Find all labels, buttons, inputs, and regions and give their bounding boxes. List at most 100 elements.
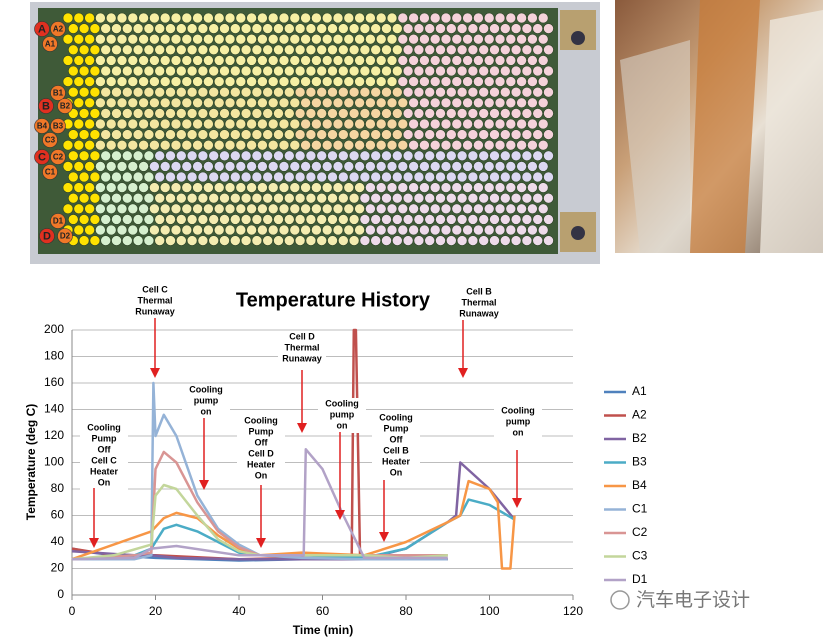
cell xyxy=(354,118,365,130)
annotation-text: pump xyxy=(330,409,355,419)
cell xyxy=(224,97,236,109)
cell xyxy=(467,86,479,98)
cell xyxy=(84,182,95,193)
cell xyxy=(456,235,468,246)
cell xyxy=(176,108,187,119)
cell xyxy=(424,235,436,246)
cell xyxy=(224,161,236,172)
cell xyxy=(516,97,527,109)
cell xyxy=(365,139,376,151)
cell xyxy=(235,182,247,193)
x-axis-label: Time (min) xyxy=(293,623,353,637)
cell xyxy=(192,33,203,45)
cell xyxy=(154,214,165,225)
cell xyxy=(397,182,409,193)
cell xyxy=(267,203,279,215)
cell xyxy=(451,182,463,193)
cell xyxy=(165,44,176,56)
cell xyxy=(138,203,149,215)
cell xyxy=(359,235,371,246)
cell xyxy=(219,171,230,183)
cell xyxy=(311,203,322,215)
cell xyxy=(203,182,214,193)
cell xyxy=(462,55,473,66)
cell xyxy=(122,235,133,246)
cell xyxy=(116,12,128,24)
cell xyxy=(348,235,360,246)
cell xyxy=(473,33,484,45)
cell xyxy=(176,235,187,246)
cell xyxy=(159,118,171,130)
cell xyxy=(327,108,338,119)
cell xyxy=(462,118,473,130)
x-tick-label: 0 xyxy=(69,604,76,618)
cell xyxy=(105,12,117,24)
cell xyxy=(273,23,284,34)
cell xyxy=(321,55,333,66)
cell xyxy=(499,23,511,34)
cell xyxy=(246,139,257,151)
cell xyxy=(348,150,360,162)
cell xyxy=(402,44,414,56)
cell xyxy=(143,108,155,119)
series-line xyxy=(71,461,516,561)
cell xyxy=(408,12,419,24)
cell xyxy=(192,139,203,151)
cell xyxy=(316,86,328,98)
cell xyxy=(424,44,436,56)
cell xyxy=(89,192,101,204)
cell xyxy=(176,129,187,140)
cell-label: A xyxy=(38,23,46,35)
cell xyxy=(111,192,122,204)
cell xyxy=(402,108,414,119)
cell xyxy=(159,224,171,236)
cell xyxy=(375,224,387,236)
cell xyxy=(251,192,263,204)
cell xyxy=(473,224,484,236)
cell xyxy=(429,33,441,45)
cell xyxy=(127,97,139,109)
cell xyxy=(365,161,376,172)
cell xyxy=(429,55,441,66)
cell xyxy=(451,224,463,236)
cell xyxy=(332,224,344,236)
cell xyxy=(230,171,241,183)
cell xyxy=(159,161,171,172)
cell xyxy=(365,33,376,45)
cell xyxy=(257,161,268,172)
cell xyxy=(386,55,398,66)
cell xyxy=(543,108,554,119)
cell xyxy=(289,76,301,87)
cell xyxy=(510,214,522,225)
annotation-text: Cooling xyxy=(325,398,359,408)
cell xyxy=(294,65,306,77)
cell xyxy=(397,118,409,130)
cell xyxy=(489,214,500,225)
cell xyxy=(154,108,165,119)
cell xyxy=(532,192,544,204)
cell xyxy=(294,214,306,225)
cell xyxy=(246,76,257,87)
cell xyxy=(165,171,176,183)
label-cell xyxy=(50,118,66,134)
label-cell xyxy=(57,228,73,244)
cell xyxy=(273,214,284,225)
cell xyxy=(424,23,436,34)
cell xyxy=(365,224,376,236)
cell xyxy=(154,86,165,98)
cell xyxy=(246,203,257,215)
cell xyxy=(154,171,165,183)
cell xyxy=(408,224,419,236)
cell xyxy=(408,203,419,215)
cell xyxy=(505,76,517,87)
cell xyxy=(176,65,187,77)
cell xyxy=(510,192,522,204)
cell xyxy=(138,76,149,87)
cell xyxy=(537,76,549,87)
cell xyxy=(149,12,160,24)
cell xyxy=(154,150,165,162)
cell xyxy=(192,55,203,66)
cell xyxy=(489,23,500,34)
cell xyxy=(510,44,522,56)
